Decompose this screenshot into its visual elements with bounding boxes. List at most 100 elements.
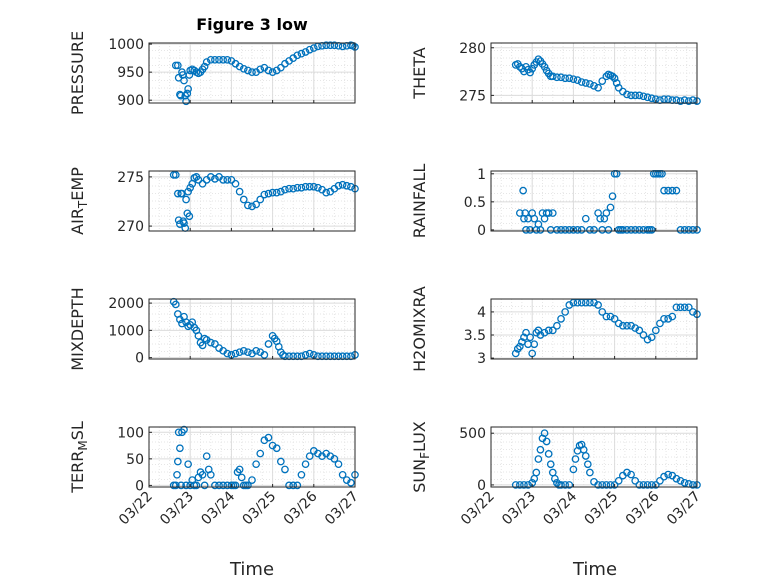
data-point: [656, 319, 664, 328]
data-point: [627, 91, 635, 100]
data-point: [627, 226, 635, 234]
data-point: [301, 182, 310, 191]
data-point: [672, 303, 681, 312]
data-point: [309, 44, 318, 52]
data-point: [289, 184, 298, 193]
data-point: [594, 83, 602, 92]
data-point: [256, 195, 265, 204]
y-label-main: SUN: [410, 459, 429, 493]
data-point: [522, 328, 530, 337]
data-point: [347, 478, 355, 487]
data-point: [239, 346, 248, 355]
data-point: [614, 476, 623, 485]
data-point: [647, 94, 656, 103]
data-point: [223, 349, 232, 358]
data-point: [264, 189, 273, 198]
panel-pressure: 900 950 1000 PRESSURE: [68, 31, 359, 115]
data-point: [664, 314, 673, 323]
data-point: [281, 465, 289, 474]
data-point: [202, 452, 211, 461]
data-point: [594, 301, 602, 309]
data-point: [544, 450, 553, 458]
data-point: [272, 188, 281, 197]
data-point: [614, 319, 623, 328]
data-point: [586, 80, 594, 88]
data-point: [194, 176, 203, 184]
data-point: [244, 348, 252, 357]
data-point: [231, 349, 240, 358]
data-point: [347, 182, 355, 191]
data-point: [643, 93, 652, 102]
data-point: [635, 226, 644, 234]
data-point: [553, 226, 561, 234]
data-point: [581, 79, 590, 87]
data-point: [598, 308, 607, 316]
data-point: [631, 91, 640, 100]
data-point: [268, 68, 277, 77]
data-point: [627, 321, 635, 330]
data-point: [548, 72, 557, 81]
data-point: [612, 79, 621, 87]
data-point: [544, 326, 553, 335]
axes-box-pressure: [148, 42, 356, 104]
data-point: [330, 455, 339, 463]
data-point: [235, 62, 244, 71]
data-point: [176, 444, 184, 453]
data-point: [182, 195, 190, 204]
data-point: [223, 55, 232, 64]
data-point: [660, 186, 668, 195]
data-point: [623, 90, 631, 99]
data-point: [553, 479, 561, 487]
x-axis-label-right: Time: [572, 559, 617, 580]
y-tick-label: 275: [459, 88, 486, 104]
data-point: [256, 449, 265, 458]
data-point: [680, 226, 689, 234]
data-point: [173, 61, 182, 70]
y-axis-label-rainfall: RAINFALL: [410, 164, 429, 239]
data-point: [314, 183, 322, 192]
data-point: [676, 476, 685, 485]
data-point: [689, 308, 697, 316]
data-point: [569, 75, 578, 84]
data-point: [598, 77, 607, 85]
data-point: [608, 192, 617, 201]
data-point: [561, 226, 570, 234]
data-point: [631, 226, 640, 234]
data-point: [561, 481, 570, 489]
data-point: [239, 195, 248, 204]
data-point: [176, 91, 185, 100]
data-point: [519, 186, 527, 195]
data-point: [276, 457, 285, 466]
data-point: [305, 349, 314, 358]
axes-box-h2omixra: [490, 298, 698, 360]
data-point: [610, 481, 619, 489]
data-point: [511, 349, 520, 358]
data-point: [211, 55, 219, 64]
data-point: [252, 200, 260, 209]
data-point: [180, 219, 188, 227]
data-point: [680, 479, 689, 487]
data-point: [173, 470, 181, 479]
data-point: [330, 41, 339, 50]
y-tick-label: 270: [117, 219, 144, 235]
data-point: [176, 90, 184, 99]
axes-box-theta: [490, 42, 698, 104]
data-point: [285, 481, 293, 490]
data-point: [268, 188, 277, 197]
data-point: [305, 182, 314, 191]
data-point: [528, 64, 537, 73]
data-point: [639, 331, 648, 339]
data-point: [546, 460, 555, 469]
data-point: [532, 468, 541, 477]
y-label-rest: SL: [68, 421, 87, 440]
data-point: [515, 481, 524, 489]
data-point: [244, 481, 252, 490]
data-point: [219, 176, 228, 184]
data-point: [244, 201, 252, 210]
data-point: [586, 468, 594, 477]
data-point: [524, 481, 532, 489]
data-point: [627, 470, 635, 479]
data-point: [565, 226, 574, 234]
